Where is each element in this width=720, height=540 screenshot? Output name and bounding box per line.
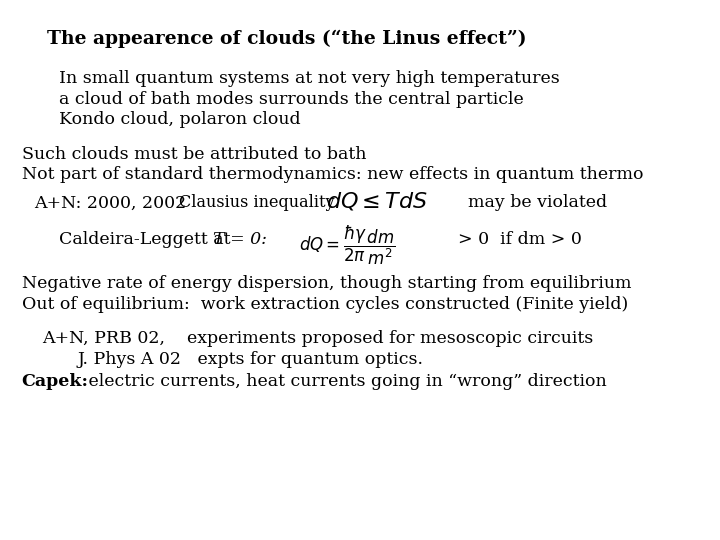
Text: $dQ = \dfrac{\hbar\gamma}{2\pi}\dfrac{dm}{m^2}$: $dQ = \dfrac{\hbar\gamma}{2\pi}\dfrac{dm…	[299, 224, 395, 267]
Text: J. Phys A 02   expts for quantum optics.: J. Phys A 02 expts for quantum optics.	[77, 351, 423, 368]
Text: T = 0:: T = 0:	[213, 231, 267, 248]
Text: Clausius inequality: Clausius inequality	[179, 194, 334, 211]
Text: Kondo cloud, polaron cloud: Kondo cloud, polaron cloud	[59, 111, 301, 128]
Text: electric currents, heat currents going in “wrong” direction: electric currents, heat currents going i…	[83, 373, 606, 389]
Text: Out of equilibrium:  work extraction cycles constructed (Finite yield): Out of equilibrium: work extraction cycl…	[22, 296, 628, 313]
Text: The appearence of clouds (“the Linus effect”): The appearence of clouds (“the Linus eff…	[47, 30, 526, 48]
Text: Caldeira-Leggett at: Caldeira-Leggett at	[59, 231, 230, 248]
Text: > 0  if dm > 0: > 0 if dm > 0	[458, 231, 582, 248]
Text: Capek:: Capek:	[22, 373, 89, 389]
Text: In small quantum systems at not very high temperatures: In small quantum systems at not very hig…	[59, 70, 559, 87]
Text: may be violated: may be violated	[468, 194, 607, 211]
Text: A+N: 2000, 2002: A+N: 2000, 2002	[35, 194, 186, 211]
Text: a cloud of bath modes surrounds the central particle: a cloud of bath modes surrounds the cent…	[59, 91, 523, 107]
Text: Negative rate of energy dispersion, though starting from equilibrium: Negative rate of energy dispersion, thou…	[22, 275, 631, 292]
Text: Such clouds must be attributed to bath: Such clouds must be attributed to bath	[22, 146, 366, 163]
Text: $dQ \leq TdS$: $dQ \leq TdS$	[326, 190, 428, 212]
Text: Not part of standard thermodynamics: new effects in quantum thermo: Not part of standard thermodynamics: new…	[22, 166, 643, 183]
Text: A+N, PRB 02,    experiments proposed for mesoscopic circuits: A+N, PRB 02, experiments proposed for me…	[42, 330, 593, 347]
